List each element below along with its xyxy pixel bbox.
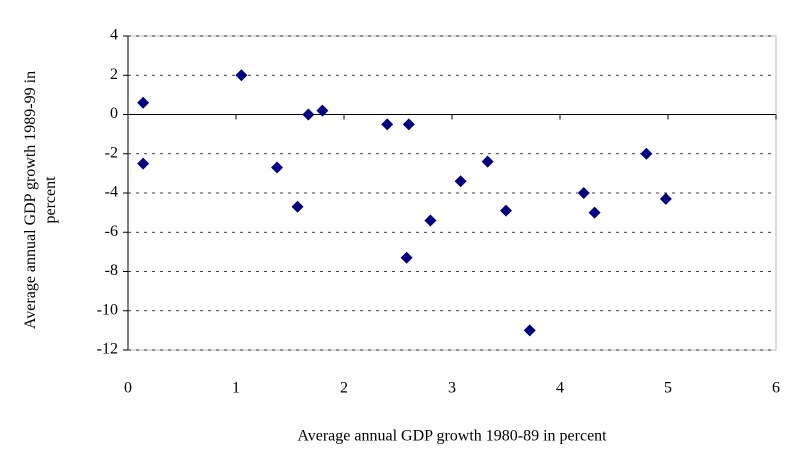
point bbox=[454, 175, 467, 188]
y-tick-label: -6 bbox=[105, 223, 118, 240]
point bbox=[400, 251, 413, 264]
y-tick-label: -12 bbox=[97, 341, 118, 358]
y-tick-label: -4 bbox=[105, 184, 118, 201]
x-tick-label: 1 bbox=[232, 380, 240, 397]
point bbox=[137, 157, 150, 170]
point bbox=[481, 155, 494, 168]
y-axis-label: Average annual GDP growth 1989-99 in perc… bbox=[22, 71, 59, 329]
y-tick-label: 2 bbox=[110, 66, 118, 83]
x-tick-label: 2 bbox=[340, 380, 348, 397]
point bbox=[381, 118, 394, 131]
point bbox=[137, 96, 150, 109]
point bbox=[500, 204, 512, 217]
y-tick-label: 0 bbox=[110, 105, 118, 122]
x-tick-label: 4 bbox=[556, 380, 564, 397]
y-tick-label: -2 bbox=[105, 144, 118, 161]
point bbox=[577, 187, 590, 199]
x-tick-label: 5 bbox=[664, 380, 672, 397]
point bbox=[523, 324, 536, 337]
x-tick-label: 3 bbox=[448, 380, 456, 397]
x-tick-label: 6 bbox=[772, 380, 780, 397]
point bbox=[302, 108, 315, 121]
x-tick-label: 0 bbox=[124, 380, 132, 397]
y-tick-label: -8 bbox=[105, 262, 118, 279]
point bbox=[402, 118, 415, 131]
point bbox=[640, 147, 653, 160]
point bbox=[235, 69, 248, 82]
x-axis-label: Average annual GDP growth 1980-89 in per… bbox=[297, 428, 607, 445]
point bbox=[316, 104, 329, 117]
y-tick-label: 4 bbox=[110, 27, 118, 44]
point bbox=[424, 214, 437, 227]
point bbox=[271, 161, 284, 174]
point bbox=[588, 206, 601, 219]
point bbox=[659, 192, 672, 205]
y-tick-label: -10 bbox=[97, 301, 118, 318]
point bbox=[291, 200, 304, 213]
